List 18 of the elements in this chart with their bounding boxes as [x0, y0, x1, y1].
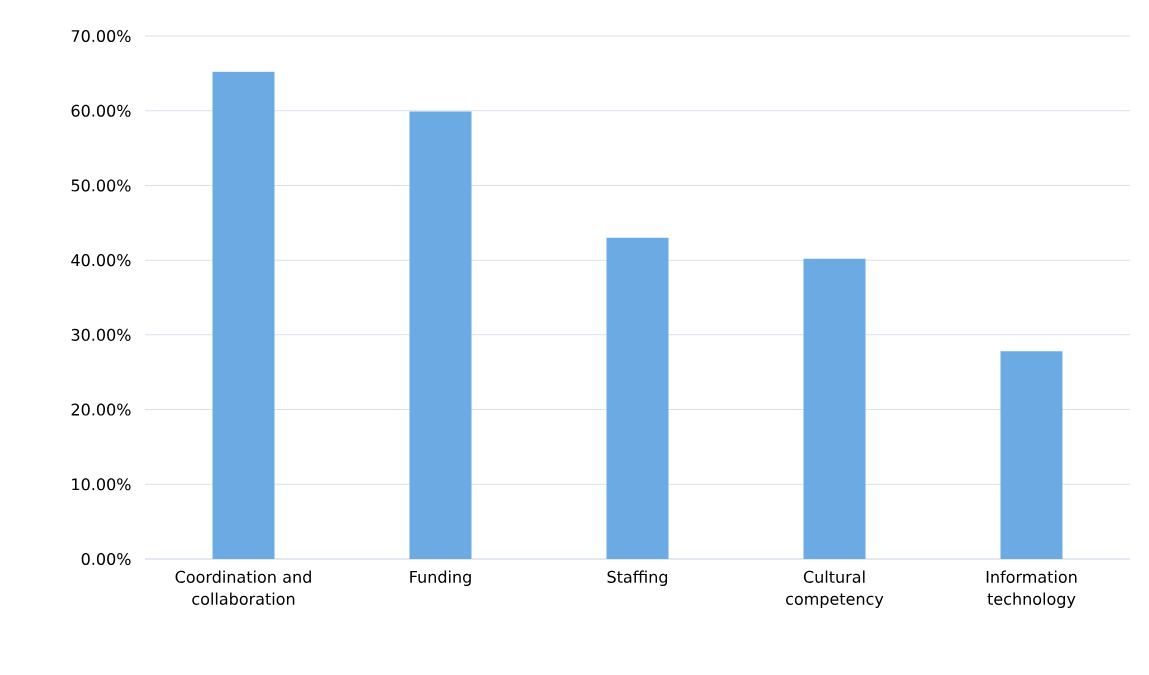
- y-tick-label: 0.00%: [81, 552, 131, 566]
- y-tick-label: 30.00%: [71, 328, 131, 341]
- x-tick-label: Funding: [410, 570, 471, 587]
- y-tick-label: 10.00%: [72, 478, 131, 491]
- bar: [606, 237, 669, 559]
- y-tick-label: 20.00%: [71, 403, 131, 416]
- x-tick-label: Cultural competency: [786, 570, 884, 609]
- y-tick-label: 50.00%: [71, 179, 131, 192]
- bar: [803, 258, 866, 559]
- x-tick-label: Coordination and collaboration: [175, 570, 311, 605]
- bar: [1000, 351, 1063, 559]
- bar: [212, 71, 275, 559]
- x-tick-label: Information technology: [986, 570, 1077, 609]
- x-tick-label: Staffing: [607, 570, 668, 587]
- y-tick-label: 70.00%: [71, 29, 131, 43]
- bar: [409, 111, 472, 559]
- y-tick-label: 40.00%: [71, 254, 131, 267]
- y-tick-label: 60.00%: [71, 104, 131, 117]
